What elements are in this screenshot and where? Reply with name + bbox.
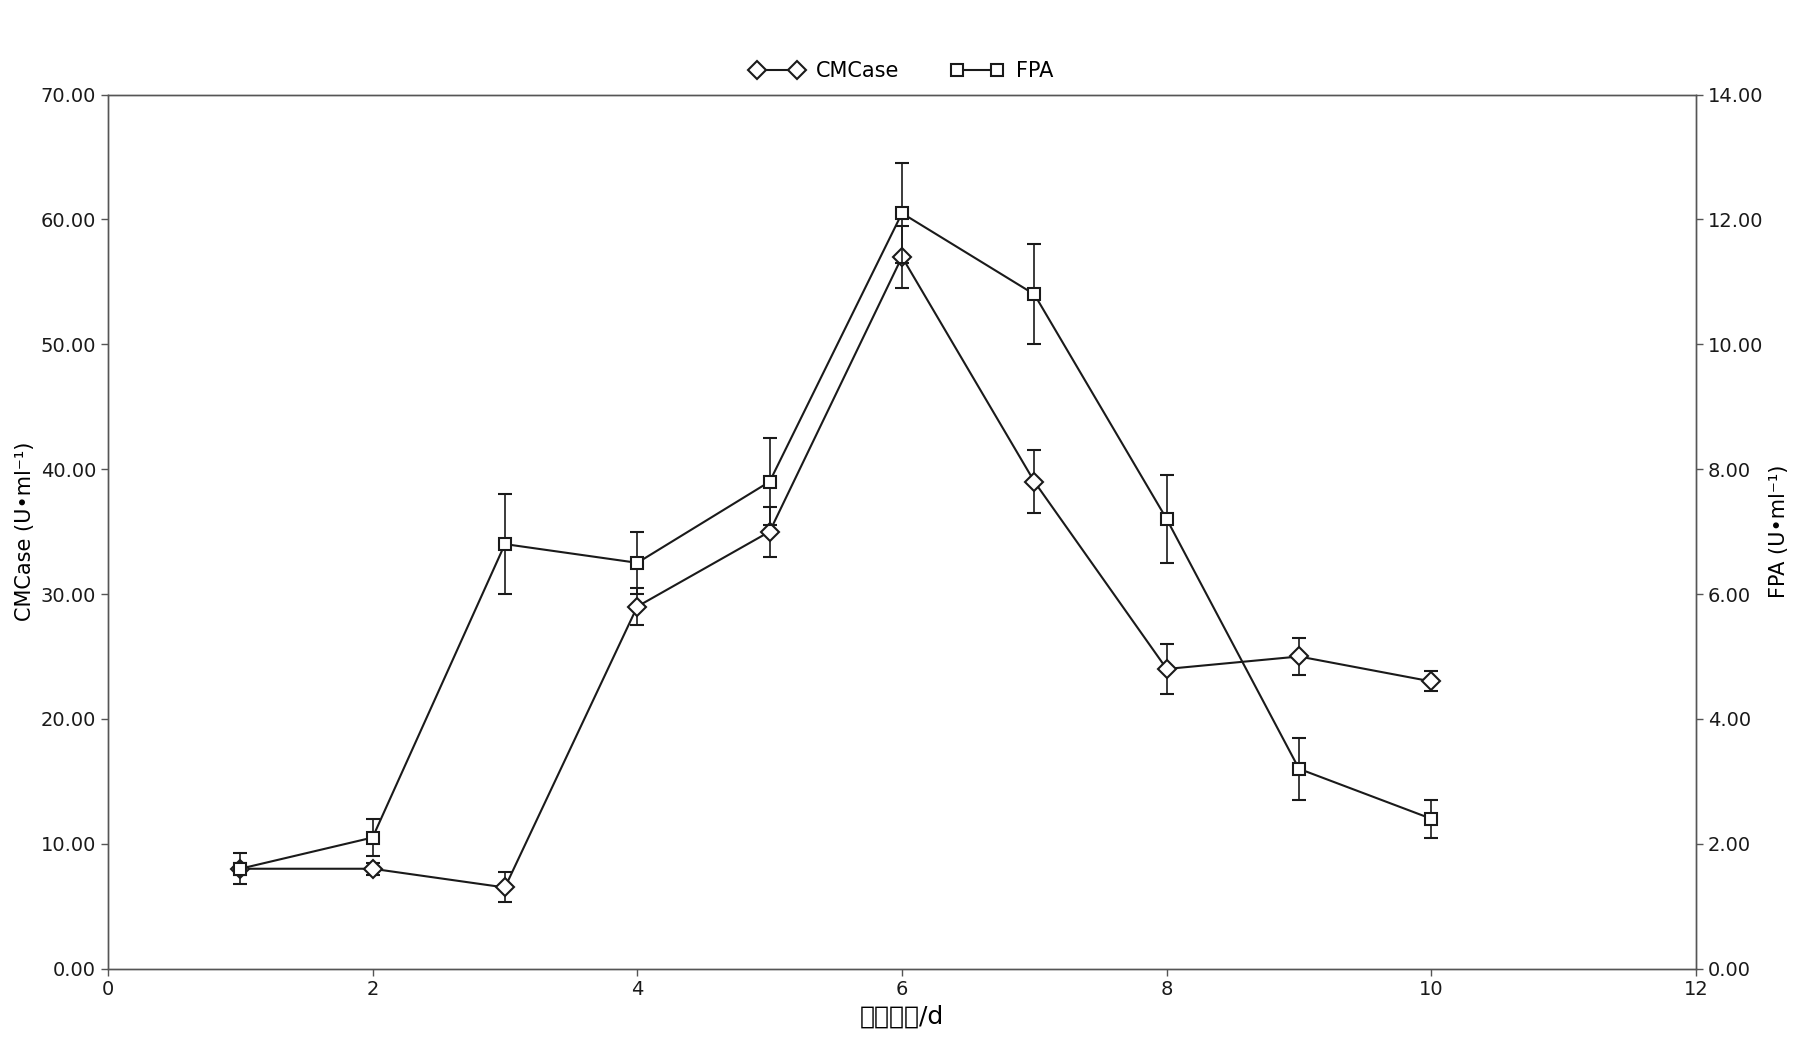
Y-axis label: CMCase (U•ml⁻¹): CMCase (U•ml⁻¹) [14,442,34,621]
Y-axis label: FPA (U•ml⁻¹): FPA (U•ml⁻¹) [1770,465,1790,598]
X-axis label: 培养时间/d: 培养时间/d [861,1005,943,1029]
Legend: CMCase, FPA: CMCase, FPA [743,52,1061,89]
